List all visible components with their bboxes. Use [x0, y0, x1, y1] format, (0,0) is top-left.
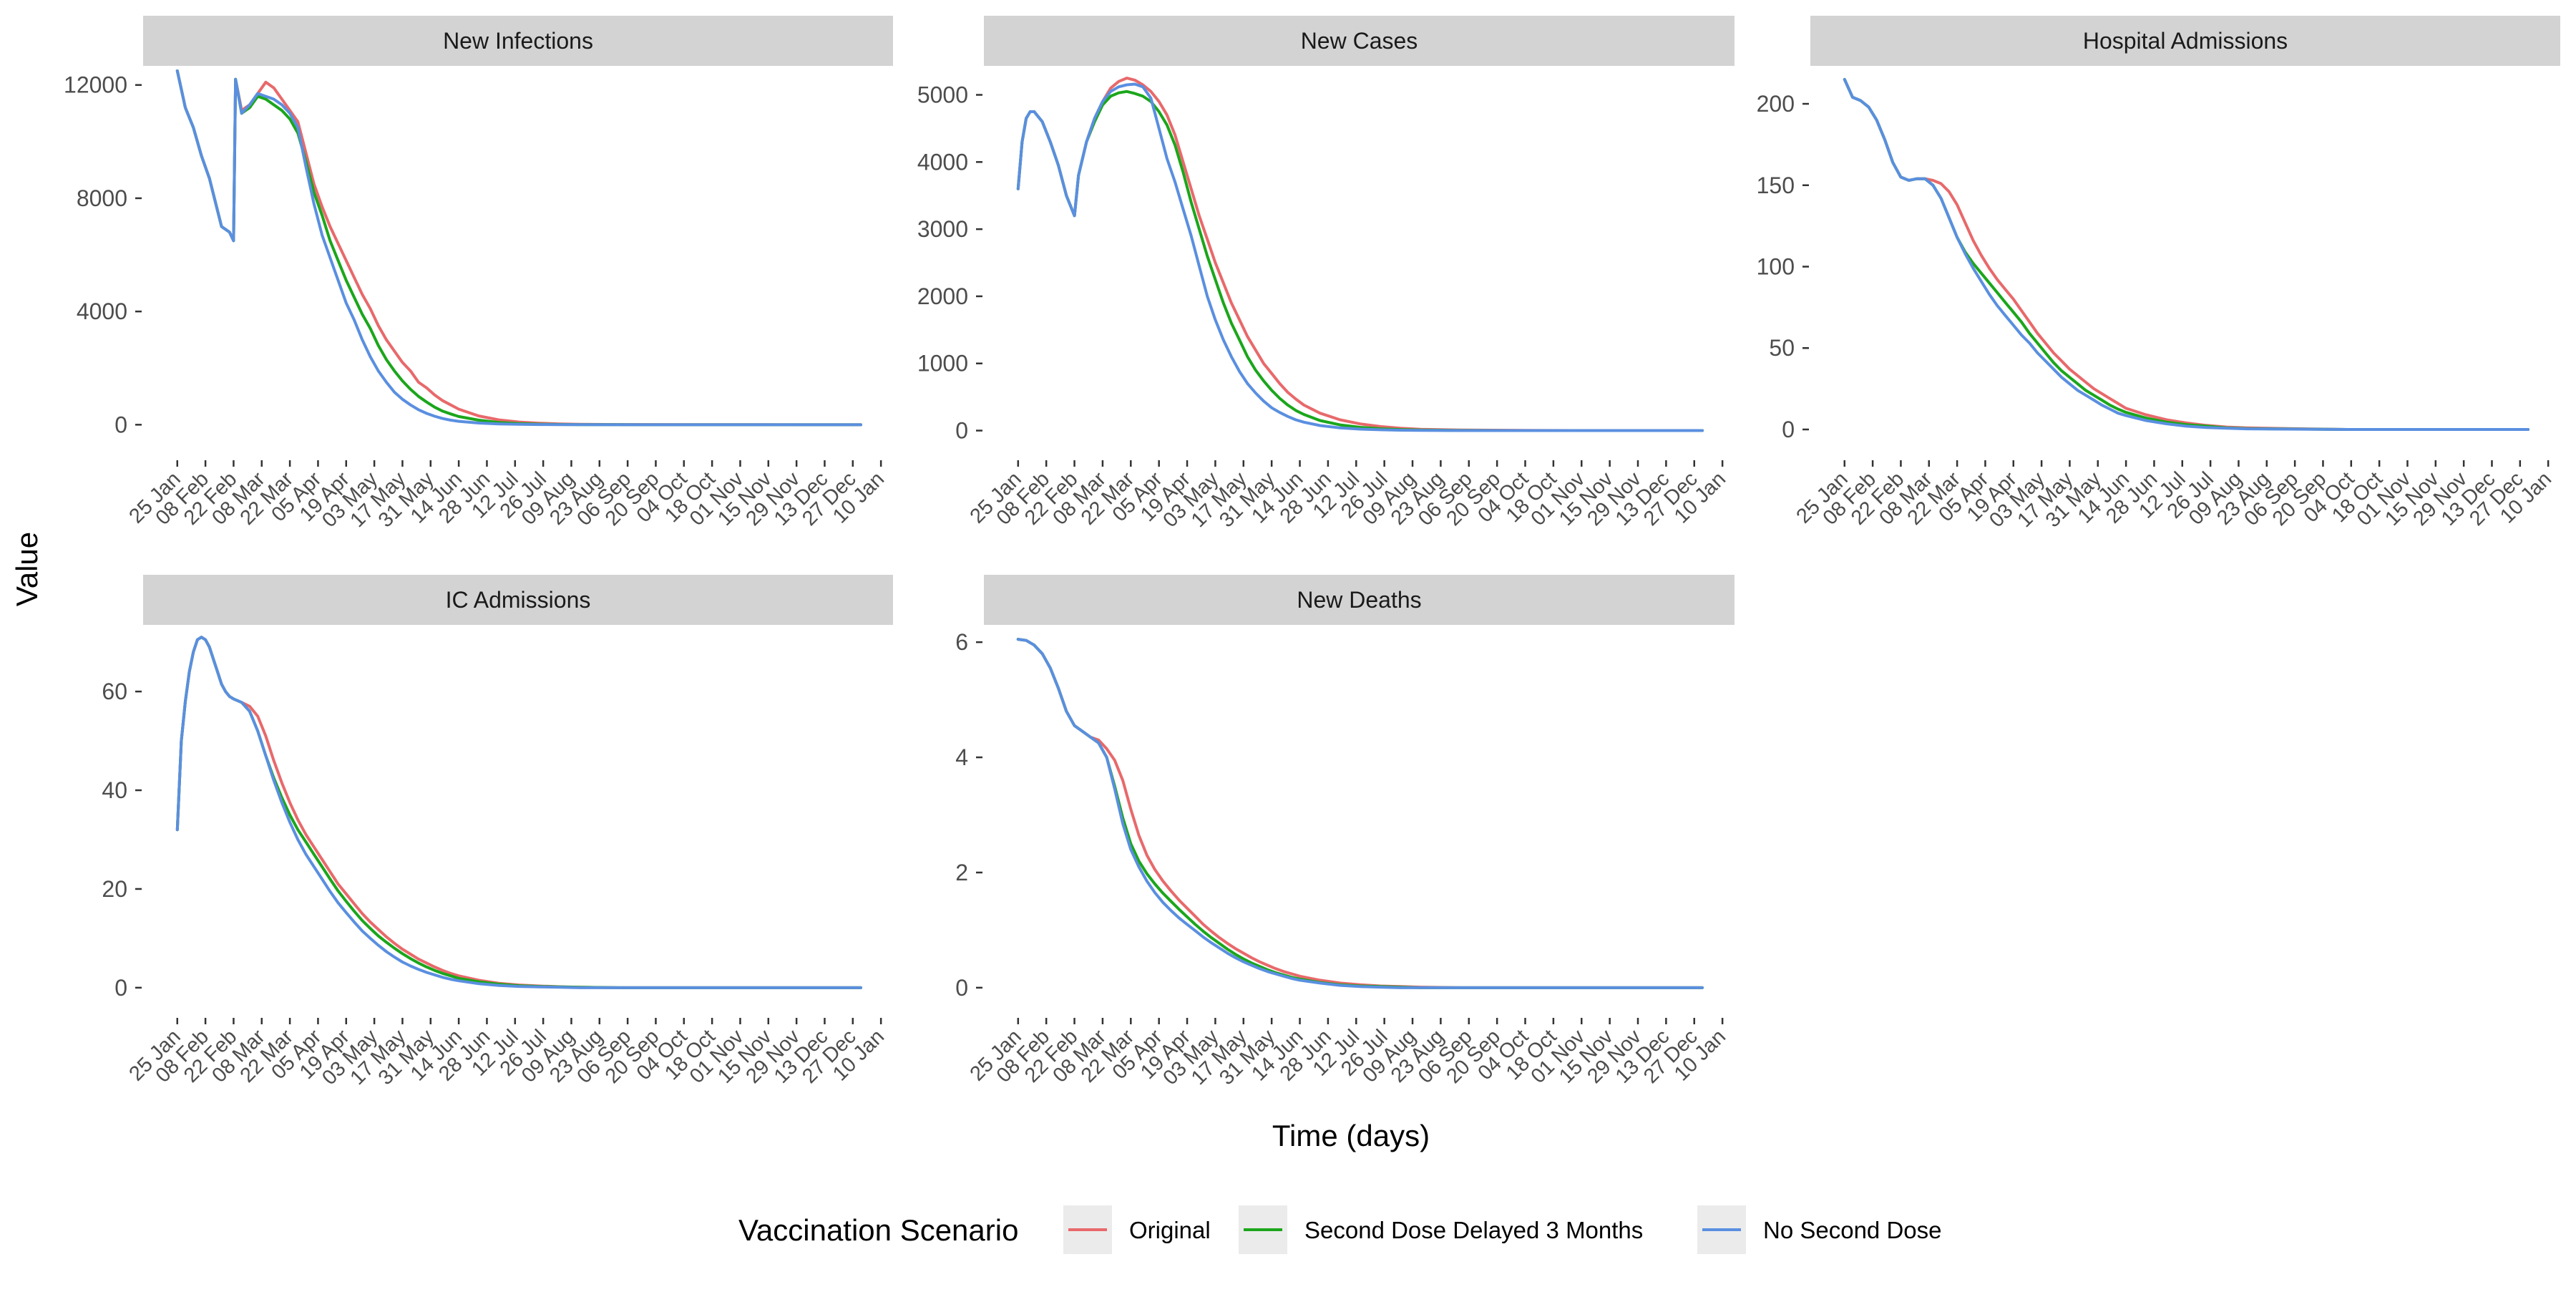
y-tick-label: 150 [1757, 173, 1795, 198]
y-tick-label: 60 [102, 679, 127, 704]
panel-title: New Deaths [1297, 587, 1421, 613]
y-tick-label: 5000 [917, 82, 968, 108]
panel-strip [1810, 16, 2560, 66]
y-tick-label: 8000 [77, 185, 127, 211]
y-tick-label: 0 [114, 975, 127, 1001]
y-tick-label: 20 [102, 876, 127, 902]
legend-label: Second Dose Delayed 3 Months [1304, 1217, 1643, 1243]
panel-title: Hospital Admissions [2083, 28, 2288, 54]
legend-title: Vaccination Scenario [738, 1213, 1018, 1247]
panel-title: New Cases [1301, 28, 1418, 54]
y-tick-label: 0 [955, 975, 968, 1001]
series-line-no-second-dose [1843, 77, 2529, 431]
y-tick-label: 0 [1782, 417, 1795, 442]
x-axis-title: Time (days) [1272, 1119, 1430, 1152]
legend-label: Original [1129, 1217, 1211, 1243]
panel-strip [984, 16, 1735, 66]
y-tick-label: 3000 [917, 216, 968, 242]
y-tick-label: 50 [1769, 335, 1795, 361]
panel-title: IC Admissions [446, 587, 591, 613]
y-tick-label: 0 [955, 418, 968, 444]
y-tick-label: 2 [955, 860, 968, 885]
series-line-no-second-dose [175, 636, 862, 989]
y-tick-label: 200 [1757, 91, 1795, 117]
y-tick-label: 12000 [64, 72, 127, 98]
y-tick-label: 1000 [917, 351, 968, 377]
series-line-no-second-dose [175, 69, 862, 427]
y-tick-label: 100 [1757, 254, 1795, 280]
y-tick-label: 40 [102, 777, 127, 803]
y-tick-label: 4000 [917, 149, 968, 175]
y-axis-title: Value [10, 532, 44, 606]
y-tick-label: 6 [955, 629, 968, 655]
legend-label: No Second Dose [1763, 1217, 1941, 1243]
series-line-no-second-dose [1016, 638, 1704, 989]
y-tick-label: 0 [114, 412, 127, 437]
panel-strip [143, 16, 893, 66]
panel-strip [143, 575, 893, 625]
y-tick-label: 4 [955, 744, 968, 770]
y-tick-label: 2000 [917, 283, 968, 309]
series-line-no-second-dose [1016, 82, 1704, 432]
y-tick-label: 4000 [77, 298, 127, 324]
panel-strip [984, 575, 1735, 625]
panel-title: New Infections [443, 28, 593, 54]
